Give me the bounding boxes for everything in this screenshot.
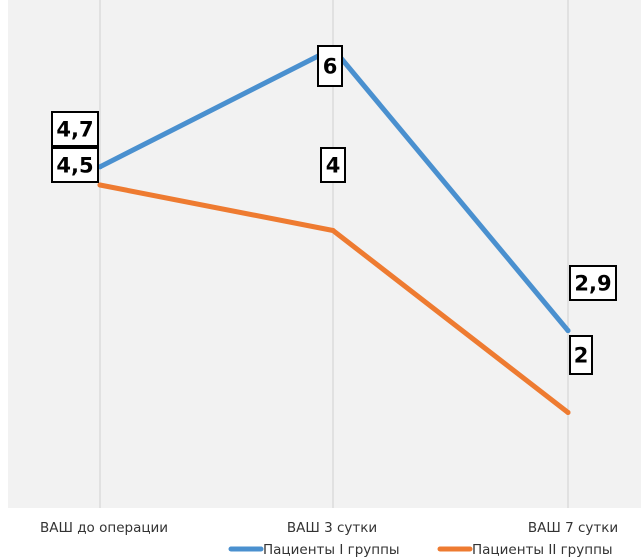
data-label-text: 6 <box>323 55 338 79</box>
data-label-s1-2: 6 <box>317 45 343 87</box>
legend-label: Пациенты II группы <box>472 542 613 558</box>
data-point-s1-3 <box>565 328 571 334</box>
data-label-s1-1: 4,7 <box>51 111 99 147</box>
data-label-box <box>569 265 617 301</box>
data-label-box <box>320 147 346 183</box>
data-label-text: 4 <box>326 154 341 178</box>
data-label-box <box>51 111 99 147</box>
data-label-box <box>51 147 99 183</box>
legend: Пациенты I группы Пациенты II группы <box>228 542 613 558</box>
data-label-box <box>569 335 593 375</box>
data-label-s2-1: 4,5 <box>51 147 99 183</box>
data-labels: 4,7 6 2,9 4,5 4 2 <box>51 45 617 375</box>
data-label-s1-3: 2,9 <box>569 265 617 301</box>
data-point-s2-2 <box>330 228 336 233</box>
x-tick-label-1: ВАШ до операции <box>40 520 168 536</box>
legend-item-1: Пациенты I группы <box>228 542 400 558</box>
data-label-text: 2,9 <box>574 272 611 296</box>
data-label-box <box>317 45 343 87</box>
data-point-s2-3 <box>565 410 571 415</box>
legend-label: Пациенты I группы <box>263 542 400 558</box>
data-label-text: 4,5 <box>56 154 93 178</box>
category-axis: ВАШ до операции ВАШ 3 сутки ВАШ 7 сутки <box>40 520 618 536</box>
x-tick-label-2: ВАШ 3 сутки <box>287 520 377 536</box>
legend-item-2: Пациенты II группы <box>437 542 613 558</box>
data-label-text: 2 <box>574 344 589 368</box>
data-label-s2-2: 4 <box>320 147 346 183</box>
data-label-s2-3: 2 <box>569 335 593 375</box>
data-label-text: 4,7 <box>56 118 93 142</box>
x-tick-label-3: ВАШ 7 сутки <box>528 520 618 536</box>
data-point-s2-1 <box>97 182 103 188</box>
